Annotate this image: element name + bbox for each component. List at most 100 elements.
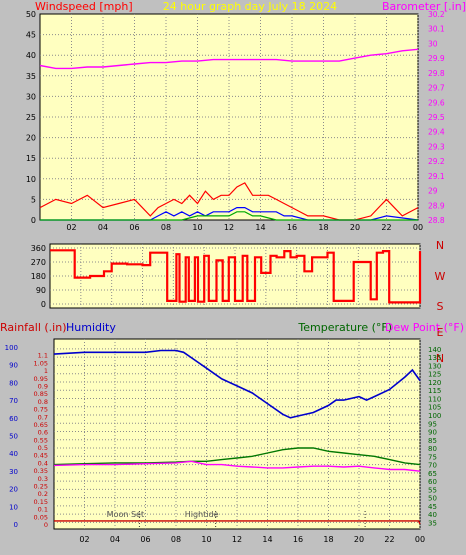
- x-tick-label: 20: [350, 223, 360, 232]
- right-tick-label: 29.3: [428, 142, 445, 151]
- rainfall-tick-label: 0.85: [34, 390, 48, 398]
- temperature-tick-label: 55: [428, 486, 437, 494]
- humidity-tick-label: 50: [9, 433, 18, 441]
- right-tick-label: 28.9: [428, 201, 445, 210]
- x-tick-label: 06: [140, 535, 150, 544]
- left-tick-label: 50: [26, 10, 36, 19]
- temperature-tick-label: 120: [428, 379, 441, 387]
- temperature-tick-label: 45: [428, 503, 437, 511]
- x-tick-label: 22: [381, 223, 391, 232]
- x-tick-label: 04: [98, 223, 108, 232]
- series-line: [53, 460, 421, 472]
- right-tick-label: 29.5: [428, 113, 445, 122]
- rainfall-tick-label: 0.45: [34, 452, 48, 460]
- temperature-tick-label: 75: [428, 453, 437, 461]
- temperature-tick-label: 65: [428, 470, 437, 478]
- series-line: [40, 211, 418, 221]
- dew-point-axis-title: Dew Point (°F): [385, 321, 464, 334]
- temperature-tick-label: 110: [428, 395, 441, 403]
- temperature-tick-label: 60: [428, 478, 437, 486]
- humidity-tick-label: 20: [9, 486, 18, 494]
- compass-label: E: [437, 326, 444, 339]
- direction-tick-label: 0: [41, 300, 46, 309]
- humidity-tick-label: 60: [9, 415, 18, 423]
- temperature-tick-label: 125: [428, 371, 441, 379]
- right-tick-label: 30.1: [428, 25, 445, 34]
- temperature-tick-label: 50: [428, 495, 437, 503]
- rainfall-tick-label: 1.05: [34, 359, 48, 367]
- humidity-tick-label: 0: [14, 521, 18, 529]
- rainfall-tick-label: 1: [44, 367, 48, 375]
- x-tick-label: 16: [287, 223, 297, 232]
- x-tick-label: 18: [323, 535, 333, 544]
- right-tick-label: 29: [428, 187, 438, 196]
- right-tick-label: 29.7: [428, 84, 445, 93]
- rainfall-tick-label: 0.15: [34, 498, 48, 506]
- left-tick-label: 25: [26, 113, 36, 122]
- rainfall-tick-label: 0.1: [38, 506, 48, 514]
- rainfall-tick-label: 0.55: [34, 436, 48, 444]
- rainfall-tick-label: 0.95: [34, 375, 48, 383]
- x-tick-label: 04: [110, 535, 120, 544]
- left-axis-title: Windspeed [mph]: [35, 0, 133, 13]
- right-tick-label: 29.8: [428, 69, 445, 78]
- rainfall-tick-label: 0.9: [38, 382, 48, 390]
- temperature-tick-label: 90: [428, 429, 437, 437]
- x-tick-label: 06: [129, 223, 139, 232]
- temperature-tick-label: 85: [428, 437, 437, 445]
- rainfall-tick-label: 0.8: [38, 398, 48, 406]
- right-tick-label: 29.2: [428, 157, 445, 166]
- wind-direction-line: [50, 249, 422, 304]
- x-tick-label: 10: [192, 223, 202, 232]
- left-tick-label: 45: [26, 31, 36, 40]
- right-tick-label: 29.9: [428, 54, 445, 63]
- wind-barometer-panel: 02 04 06 08 10 12 14 16 18 20 22 000510152025303540…: [0, 0, 466, 235]
- compass-label: N: [436, 239, 444, 252]
- right-tick-label: 29.1: [428, 172, 445, 181]
- temperature-tick-label: 35: [428, 519, 437, 527]
- compass-label: S: [437, 300, 444, 313]
- x-tick-label: 12: [224, 223, 234, 232]
- series-line: [53, 447, 421, 466]
- temperature-tick-label: 100: [428, 412, 441, 420]
- series-line: [53, 349, 421, 419]
- left-tick-label: 30: [26, 92, 36, 101]
- annotation-label: Moon Set: [107, 510, 144, 519]
- x-tick-label: 02: [79, 535, 89, 544]
- direction-tick-label: 270: [31, 258, 46, 267]
- x-tick-label: 08: [161, 223, 171, 232]
- direction-tick-label: 90: [36, 286, 46, 295]
- rainfall-tick-label: 0.4: [38, 459, 48, 467]
- temperature-tick-label: 115: [428, 387, 441, 395]
- temperature-tick-label: 135: [428, 354, 441, 362]
- temperature-tick-label: 130: [428, 362, 441, 370]
- series-line: [54, 520, 421, 525]
- left-tick-label: 40: [26, 51, 36, 60]
- left-tick-label: 20: [26, 134, 36, 143]
- right-axis-title: Barometer [.in]: [382, 0, 466, 13]
- humidity-tick-label: 100: [5, 344, 18, 352]
- humidity-tick-label: 40: [9, 450, 18, 458]
- x-tick-label: 02: [66, 223, 76, 232]
- temperature-tick-label: 140: [428, 346, 441, 354]
- humidity-tick-label: 90: [9, 362, 18, 370]
- rainfall-tick-label: 0.5: [38, 444, 48, 452]
- rainfall-tick-label: 0.05: [34, 513, 48, 521]
- rainfall-tick-label: 0.3: [38, 475, 48, 483]
- temperature-tick-label: 95: [428, 420, 437, 428]
- humidity-tick-label: 80: [9, 379, 18, 387]
- rainfall-tick-label: 0.7: [38, 413, 48, 421]
- x-tick-label: 10: [201, 535, 211, 544]
- temperature-tick-label: 40: [428, 511, 437, 519]
- humidity-tick-label: 70: [9, 397, 18, 405]
- rainfall-axis-title: Rainfall (.in): [0, 321, 67, 334]
- rain-humidity-temp-panel: Moon Set Hightide 02 04 06 08 10 12 14 16 18 20 22 0…: [0, 321, 464, 544]
- compass-label: W: [435, 270, 446, 283]
- x-tick-label: 08: [171, 535, 181, 544]
- rainfall-tick-label: 0.25: [34, 483, 48, 491]
- x-tick-label: 12: [232, 535, 242, 544]
- series-line: [39, 48, 419, 70]
- temperature-tick-label: 80: [428, 445, 437, 453]
